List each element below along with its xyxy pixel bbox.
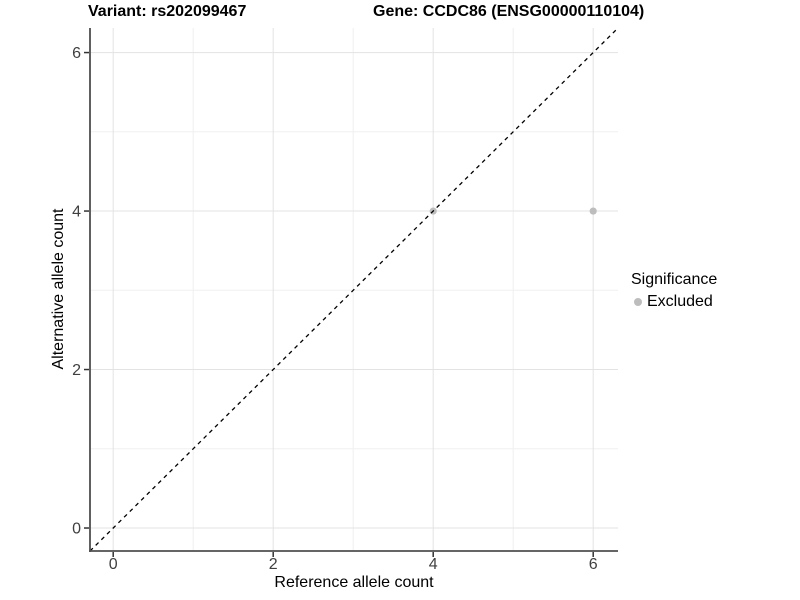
- x-tick-label: 2: [269, 556, 278, 573]
- x-axis-label: Reference allele count: [274, 574, 434, 591]
- y-tick-label: 2: [72, 362, 81, 379]
- x-tick-label: 6: [589, 556, 598, 573]
- y-axis-label: Alternative allele count: [50, 208, 67, 370]
- plot-title-gene: Gene: CCDC86 (ENSG00000110104): [373, 3, 645, 20]
- identity-reference-line: [89, 27, 619, 552]
- y-tick-label: 0: [72, 521, 81, 538]
- data-point: [589, 207, 597, 215]
- x-tick-label: 0: [109, 556, 118, 573]
- plot-title-variant: Variant: rs202099467: [88, 3, 247, 20]
- legend: Significance Excluded: [631, 271, 717, 311]
- x-tick-label: 4: [429, 556, 438, 573]
- legend-item-label: Excluded: [647, 293, 713, 310]
- legend-title: Significance: [631, 271, 718, 288]
- legend-item-excluded: Excluded: [631, 293, 717, 311]
- y-tick-label: 6: [72, 45, 81, 62]
- legend-point-icon: [634, 298, 642, 306]
- y-tick-label: 4: [72, 204, 81, 221]
